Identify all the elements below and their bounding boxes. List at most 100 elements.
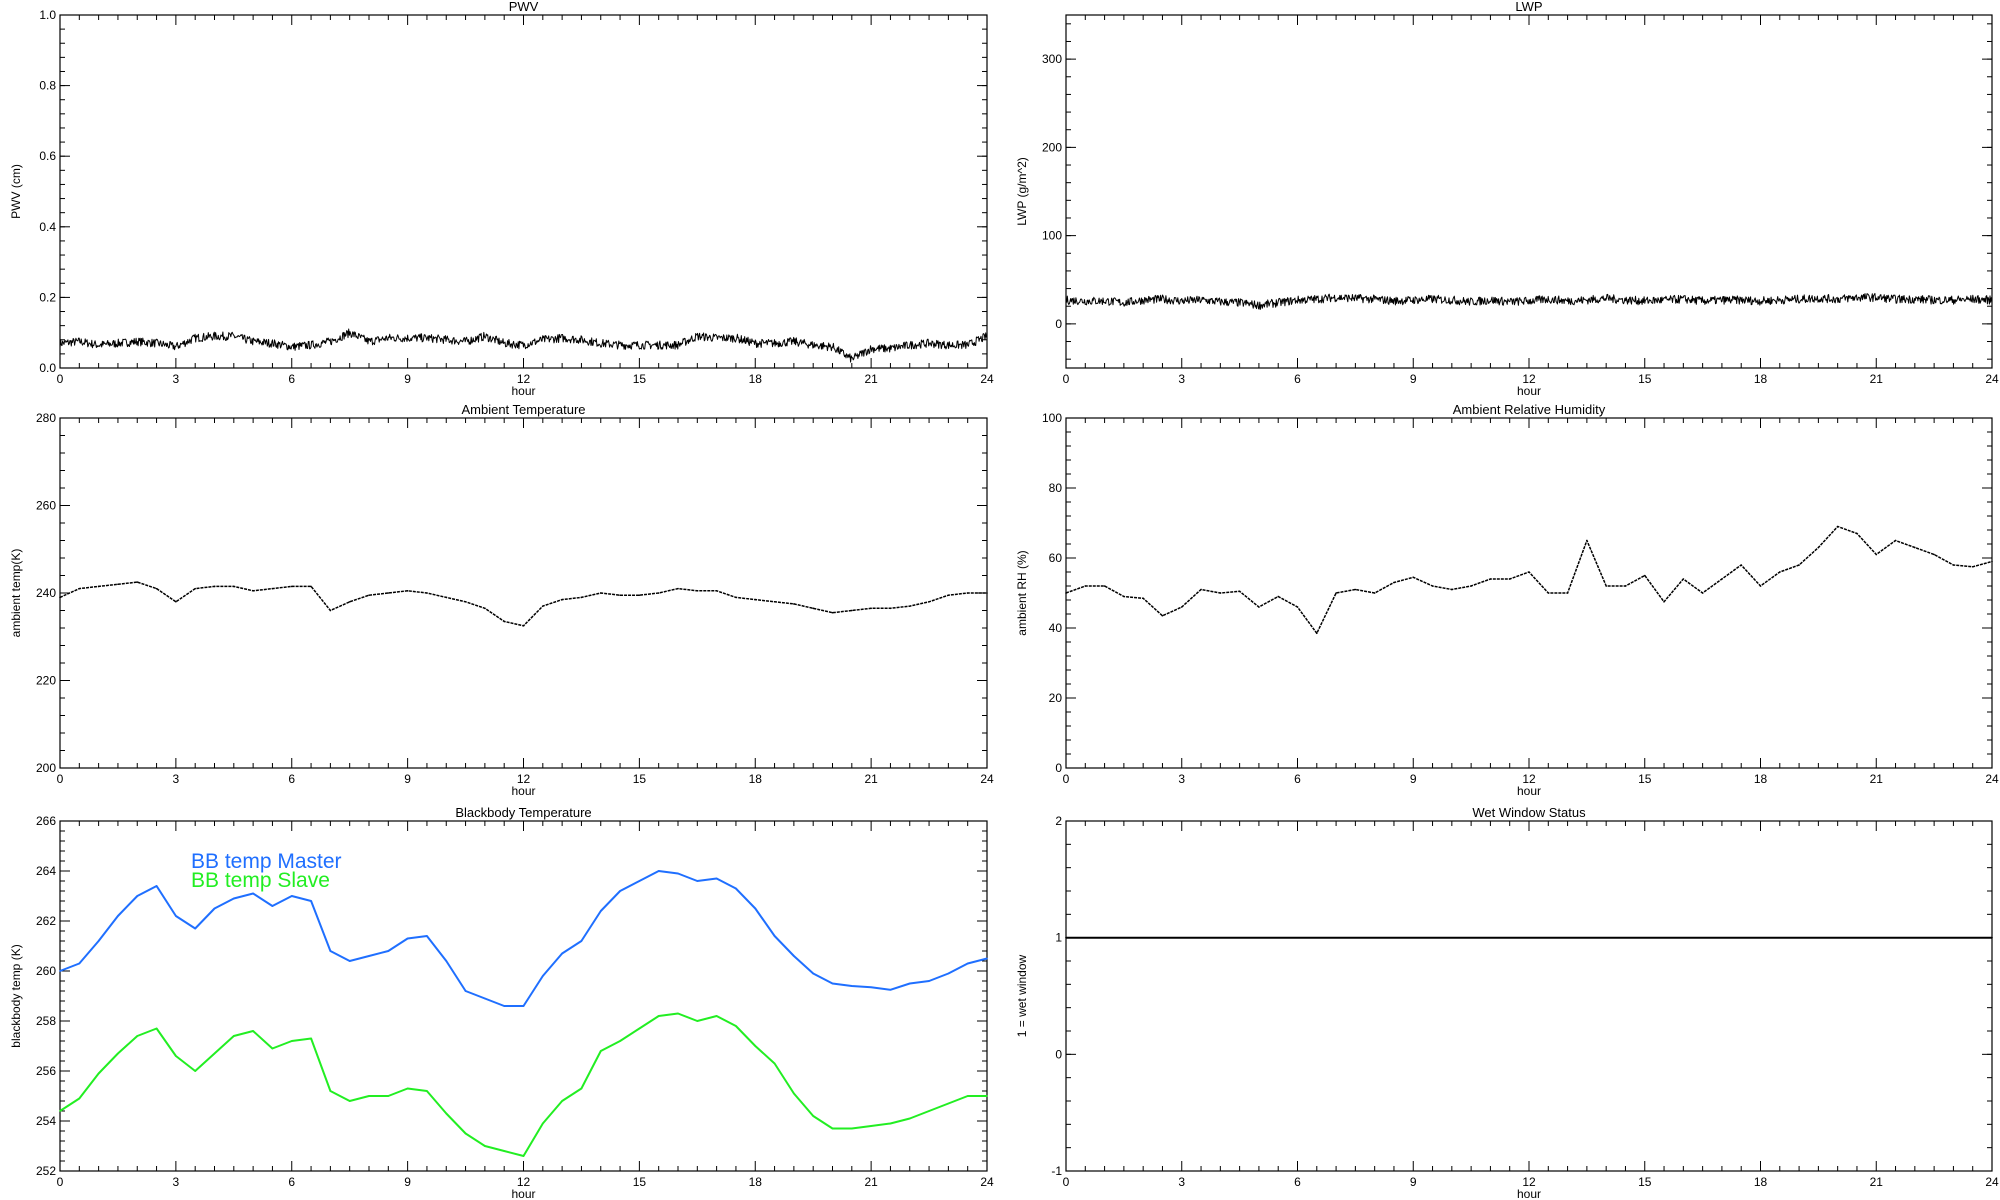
- data-point: [966, 592, 969, 594]
- y-tick-label: 200: [36, 761, 56, 775]
- data-point: [657, 870, 660, 872]
- data-point: [155, 885, 158, 887]
- data-point: [175, 1055, 177, 1057]
- data-point: [947, 594, 950, 596]
- data-point: [194, 927, 196, 930]
- data-point: [1065, 936, 1067, 939]
- data-point: [348, 960, 351, 962]
- data-point: [561, 952, 563, 955]
- data-point: [851, 609, 853, 612]
- chart-title: Blackbody Temperature: [455, 805, 591, 820]
- data-point: [812, 972, 814, 975]
- data-point: [638, 1027, 641, 1030]
- data-point: [445, 596, 448, 599]
- data-point: [406, 937, 409, 940]
- data-point: [1624, 585, 1627, 587]
- x-tick-label: 24: [980, 772, 994, 786]
- data-point: [368, 594, 370, 596]
- data-point: [1315, 632, 1318, 635]
- data-point: [580, 1087, 583, 1090]
- data-point: [426, 935, 428, 937]
- data-point: [136, 1035, 139, 1037]
- x-tick-label: 6: [288, 1175, 295, 1189]
- data-point: [966, 1095, 969, 1097]
- data-point: [290, 895, 293, 897]
- x-tick-label: 9: [404, 772, 411, 786]
- data-point: [464, 1132, 467, 1135]
- data-point: [908, 605, 911, 607]
- data-point: [426, 592, 428, 594]
- data-point: [213, 907, 216, 910]
- y-tick-label: 220: [36, 674, 56, 688]
- data-point: [735, 887, 737, 890]
- data-point: [793, 955, 795, 957]
- x-tick-label: 15: [633, 772, 647, 786]
- data-point: [735, 596, 737, 599]
- chart-panel-4: Blackbody Temperature 0 3 6 9 12 15 18 21 24 hour 2…: [9, 805, 994, 1200]
- data-point: [522, 1155, 525, 1157]
- x-tick-label: 21: [864, 372, 878, 386]
- y-tick-label: 0.0: [39, 361, 56, 375]
- data-point: [1528, 571, 1530, 573]
- data-point: [252, 892, 254, 895]
- x-tick-label: 18: [749, 372, 763, 386]
- x-tick-label: 21: [864, 1175, 878, 1189]
- data-point: [754, 907, 757, 910]
- data-point: [889, 1122, 892, 1125]
- data-point: [1778, 571, 1781, 573]
- data-point: [561, 1100, 563, 1102]
- data-point: [928, 1110, 930, 1112]
- data-point: [503, 1005, 505, 1007]
- data-point: [464, 600, 467, 603]
- y-tick-label: 280: [36, 411, 56, 425]
- y-axis-label: ambient temp(K): [9, 549, 23, 638]
- data-point: [1335, 592, 1337, 594]
- chart-title: PWV: [509, 0, 539, 14]
- y-tick-label: 1: [1055, 931, 1062, 945]
- x-tick-label: 21: [864, 772, 878, 786]
- x-tick-label: 12: [517, 1175, 531, 1189]
- data-point: [677, 1012, 679, 1015]
- data-point: [677, 587, 679, 590]
- x-tick-label: 9: [404, 1175, 411, 1189]
- data-point: [1123, 595, 1125, 598]
- x-tick-label: 6: [1294, 372, 1301, 386]
- x-tick-label: 3: [173, 1175, 180, 1189]
- x-tick-label: 3: [1178, 772, 1185, 786]
- x-tick-label: 21: [1870, 372, 1884, 386]
- y-tick-label: 0: [1055, 1047, 1062, 1061]
- x-tick-label: 12: [517, 772, 531, 786]
- data-point: [1721, 578, 1723, 580]
- data-point: [1296, 606, 1299, 608]
- data-point: [1142, 597, 1144, 600]
- data-point: [619, 594, 621, 596]
- x-tick-label: 0: [1063, 372, 1070, 386]
- data-point: [387, 592, 390, 594]
- series-line-2-0: [59, 581, 987, 627]
- data-point: [1219, 592, 1222, 594]
- data-point: [194, 1070, 196, 1072]
- data-point: [59, 970, 61, 972]
- y-tick-label: 1.0: [39, 8, 56, 22]
- data-point: [599, 910, 602, 912]
- x-tick-label: 24: [1985, 772, 1999, 786]
- chart-title: Wet Window Status: [1472, 805, 1586, 820]
- y-axis-label: blackbody temp (K): [9, 944, 23, 1047]
- data-point: [484, 607, 486, 610]
- data-point: [484, 997, 486, 1000]
- series-line-0-0: [59, 328, 988, 363]
- x-tick-label: 18: [1754, 372, 1768, 386]
- data-point: [368, 1095, 370, 1097]
- data-point: [1065, 592, 1067, 594]
- data-point: [290, 1040, 293, 1042]
- data-point: [638, 880, 641, 882]
- y-tick-label: 0.2: [39, 290, 56, 304]
- data-point: [136, 581, 139, 583]
- x-tick-label: 18: [1754, 772, 1768, 786]
- x-tick-label: 24: [1985, 1175, 1999, 1189]
- data-point: [715, 590, 718, 592]
- data-point: [831, 982, 834, 985]
- y-axis-label: ambient RH (%): [1015, 550, 1029, 635]
- data-point: [638, 594, 641, 596]
- data-point: [1084, 585, 1087, 587]
